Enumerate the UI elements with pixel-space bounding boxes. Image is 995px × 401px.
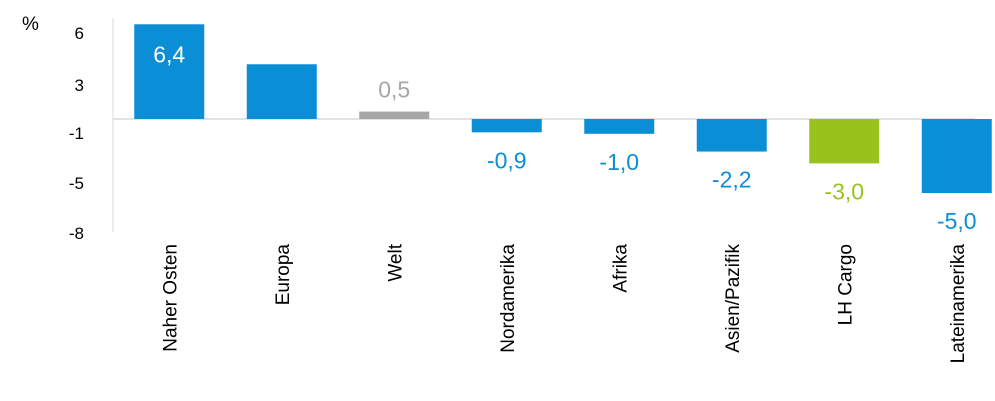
data-labels: 6,4 3,7 0,5 -0,9 -1,0 -2,2 -3,0 -5,0 — [153, 41, 976, 234]
category-label: LH Cargo — [835, 244, 856, 325]
y-tick-label: 6 — [75, 24, 84, 43]
y-axis-ticks: 6 3 -1 -5 -8 — [69, 24, 84, 243]
data-label: -0,9 — [487, 147, 527, 173]
bar — [584, 119, 655, 134]
category-label: Afrika — [610, 244, 631, 293]
data-label: 6,4 — [153, 41, 185, 67]
data-label: -3,0 — [824, 178, 864, 204]
category-labels: Naher Osten Europa Welt Nordamerika Afrika As… — [160, 243, 969, 363]
y-tick-label: -5 — [69, 174, 84, 193]
category-label: Naher Osten — [160, 244, 181, 352]
y-tick-label: 3 — [75, 76, 84, 95]
category-label: Europa — [273, 244, 294, 306]
bar — [134, 24, 205, 120]
data-label: -1,0 — [599, 149, 639, 175]
data-label: 3,7 — [266, 81, 298, 107]
category-label: Lateinamerika — [948, 244, 969, 364]
bar — [921, 119, 992, 193]
bar — [471, 119, 542, 133]
category-label: Nordamerika — [498, 244, 519, 353]
bar — [696, 119, 767, 152]
y-tick-label: -1 — [69, 124, 84, 143]
y-unit-label: % — [22, 14, 39, 35]
bar — [246, 64, 317, 119]
bar — [809, 119, 880, 164]
bar — [359, 111, 430, 119]
data-label: -2,2 — [712, 167, 752, 193]
data-label: 0,5 — [378, 77, 410, 103]
bars — [134, 24, 992, 193]
y-tick-label: -8 — [69, 224, 84, 243]
data-label: -5,0 — [937, 208, 977, 234]
category-label: Asien/Pazifik — [723, 244, 744, 353]
category-label: Welt — [385, 243, 406, 281]
